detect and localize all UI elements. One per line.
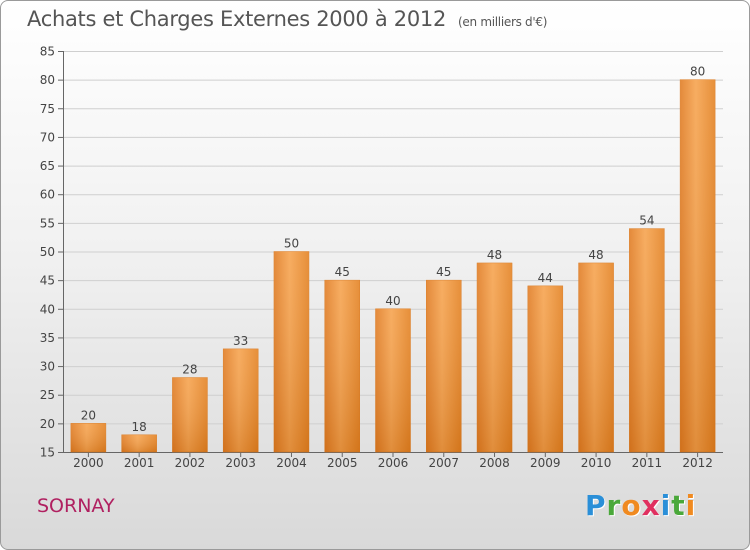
y-tick-label: 65	[40, 159, 55, 173]
data-label: 28	[182, 363, 197, 377]
x-tick-label: 2011	[632, 456, 663, 470]
y-tick-label: 20	[40, 417, 55, 431]
y-tick-label: 60	[40, 188, 55, 202]
data-label: 48	[588, 248, 603, 262]
x-tick-label: 2002	[175, 456, 206, 470]
bar-shade	[70, 423, 106, 452]
x-tick-label: 2010	[581, 456, 612, 470]
bar-shade	[578, 262, 614, 452]
bar-shade	[477, 262, 513, 452]
logo-letter: o	[621, 489, 642, 522]
x-tick-label: 2006	[378, 456, 409, 470]
bar-shade	[324, 280, 360, 452]
bar-shade	[223, 348, 259, 452]
x-tick-label: 2001	[124, 456, 155, 470]
bar-shade	[172, 377, 208, 452]
x-tick-label: 2005	[327, 456, 358, 470]
logo-letter: t	[671, 489, 686, 522]
x-tick-label: 2008	[479, 456, 510, 470]
y-tick-label: 35	[40, 331, 55, 345]
data-label: 48	[487, 248, 502, 262]
bar-shade	[273, 251, 309, 452]
y-tick-label: 75	[40, 102, 55, 116]
x-tick-label: 2000	[73, 456, 104, 470]
data-label: 54	[639, 214, 654, 228]
x-tick-label: 2007	[428, 456, 459, 470]
proxiti-logo: Proxiti	[585, 489, 696, 522]
data-label: 50	[284, 237, 299, 251]
bar-shade	[680, 79, 716, 453]
data-label: 80	[690, 65, 705, 79]
y-tick-label: 45	[40, 274, 55, 288]
data-label: 45	[436, 265, 451, 279]
data-label: 45	[335, 265, 350, 279]
logo-letter: P	[585, 489, 607, 522]
bar-shade	[426, 280, 462, 452]
chart-unit: (en milliers d'€)	[458, 15, 548, 29]
chart-title: Achats et Charges Externes 2000 à 2012 (e…	[27, 7, 547, 31]
logo-letter: x	[641, 489, 661, 522]
x-tick-label: 2004	[276, 456, 307, 470]
data-label: 40	[385, 294, 400, 308]
data-label: 33	[233, 334, 248, 348]
bar-shade	[375, 308, 411, 452]
x-tick-label: 2003	[225, 456, 256, 470]
y-tick-label: 30	[40, 360, 55, 374]
data-label: 44	[538, 271, 553, 285]
y-tick-label: 40	[40, 302, 55, 316]
commune-name: SORNAY	[37, 495, 115, 517]
y-tick-label: 25	[40, 388, 55, 402]
bar-shade	[527, 285, 563, 452]
y-tick-label: 70	[40, 130, 55, 144]
y-tick-label: 85	[40, 45, 55, 59]
x-tick-label: 2012	[682, 456, 713, 470]
bar-shade	[629, 228, 665, 452]
logo-letter: r	[606, 489, 622, 522]
bar-shade	[121, 434, 157, 452]
chart-title-text: Achats et Charges Externes 2000 à 2012	[27, 7, 447, 31]
data-label: 18	[132, 420, 147, 434]
y-tick-label: 55	[40, 216, 55, 230]
x-tick-label: 2009	[530, 456, 561, 470]
logo-letter: i	[660, 489, 672, 522]
y-tick-label: 50	[40, 245, 55, 259]
y-tick-label: 15	[40, 446, 55, 460]
y-tick-label: 80	[40, 73, 55, 87]
logo-letter: i	[685, 489, 697, 522]
data-label: 20	[81, 408, 96, 422]
